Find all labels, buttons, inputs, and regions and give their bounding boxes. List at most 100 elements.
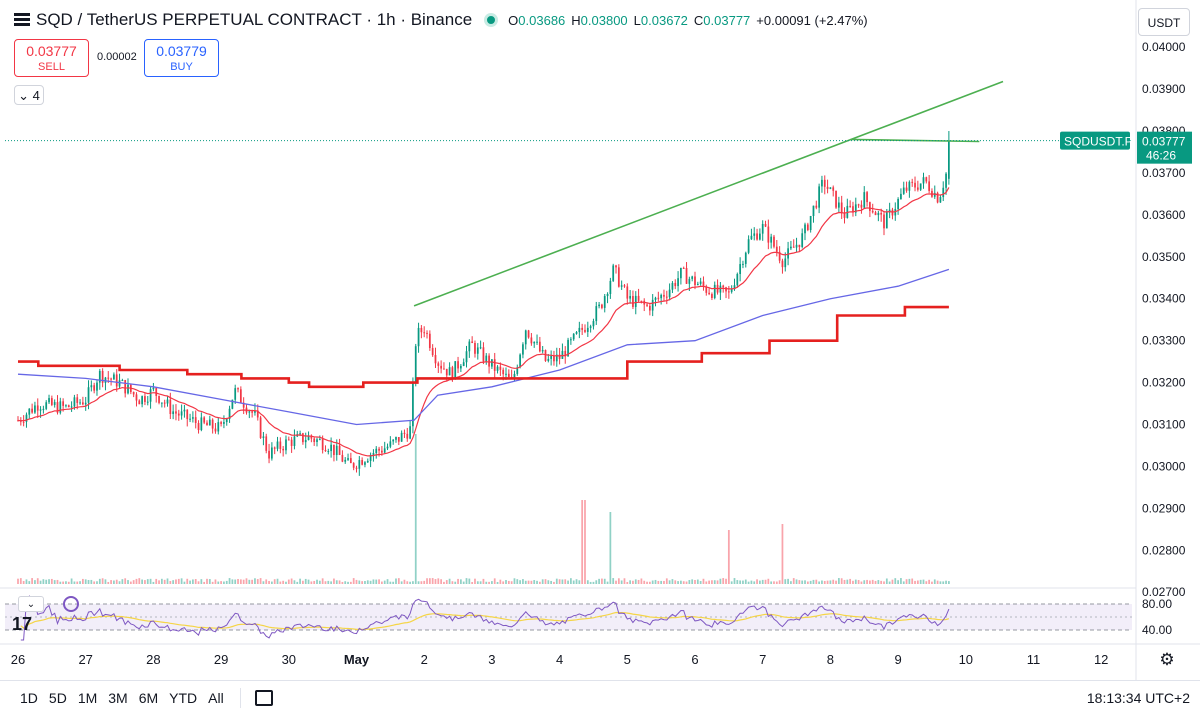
volume-bar <box>36 578 39 584</box>
trendline-upper <box>413 80 1004 307</box>
candle-body <box>922 177 925 184</box>
candle-body <box>756 233 758 240</box>
volume-bar <box>110 580 112 584</box>
candle-body <box>750 235 753 240</box>
volume-bar <box>547 580 550 584</box>
sma-line <box>17 268 950 426</box>
volume-bar <box>124 578 127 584</box>
market-status-icon[interactable] <box>484 13 499 27</box>
candle-body <box>338 445 341 455</box>
candle-body <box>248 411 251 413</box>
volume-bar <box>524 580 527 584</box>
volume-bar <box>837 578 840 584</box>
volume-bar <box>544 579 547 584</box>
volume-bar <box>914 580 916 584</box>
candle-body <box>395 437 397 440</box>
candle-body <box>558 354 561 359</box>
candle-body <box>287 439 290 441</box>
range-all[interactable]: All <box>208 689 224 706</box>
gear-icon[interactable]: ⚙ <box>1159 650 1175 669</box>
price-tick-label: 0.03200 <box>1142 376 1186 390</box>
sell-button[interactable]: 0.03777 SELL <box>14 39 89 77</box>
candle-body <box>527 330 530 338</box>
volume-bar <box>135 578 138 584</box>
price-tick-label: 0.04000 <box>1142 40 1186 54</box>
volume-bar <box>327 580 330 584</box>
volume-bar <box>448 578 451 584</box>
rsi-settings-icon[interactable] <box>63 596 79 612</box>
volume-bar <box>59 581 62 584</box>
time-tick-label: 26 <box>11 652 25 667</box>
range-3m[interactable]: 3M <box>108 689 128 706</box>
volume-bar <box>22 581 25 584</box>
volume-bar <box>617 578 620 584</box>
candle-body <box>680 267 682 279</box>
volume-bar <box>665 578 668 584</box>
volume-bar <box>852 580 854 584</box>
volume-bar <box>615 580 617 584</box>
candle-body <box>564 350 567 357</box>
volume-bar <box>138 578 141 584</box>
volume-bar <box>716 580 719 584</box>
volume-bar <box>152 581 155 584</box>
currency-select[interactable]: USDT <box>1138 8 1190 36</box>
volume-bar <box>330 581 332 584</box>
volume-bar <box>668 580 671 584</box>
candle-body <box>916 187 919 190</box>
candle-body <box>493 359 496 371</box>
volume-bar <box>93 581 96 584</box>
volume-bar <box>753 581 756 584</box>
buy-button[interactable]: 0.03779 BUY <box>144 39 219 77</box>
volume-bar <box>197 581 200 584</box>
range-1m[interactable]: 1M <box>77 689 98 706</box>
volume-bar <box>426 578 428 584</box>
volume-bar <box>854 579 857 584</box>
range-6m[interactable]: 6M <box>138 689 159 706</box>
volume-bar <box>564 579 567 584</box>
range-ytd[interactable]: YTD <box>169 689 198 706</box>
volume-bar <box>750 580 753 584</box>
candle-body <box>451 367 454 380</box>
time-tick-label: 30 <box>282 652 296 667</box>
candle-body <box>815 205 818 208</box>
volume-bar <box>744 579 747 584</box>
volume-bar <box>220 581 222 584</box>
chevron-down-icon: ⌄ <box>18 88 30 103</box>
candle-body <box>383 448 386 453</box>
collapse-pane-button[interactable]: ⌄ <box>18 596 44 612</box>
candle-body <box>719 285 722 293</box>
calendar-icon[interactable] <box>254 689 273 706</box>
candle-body <box>400 432 403 442</box>
volume-bar <box>423 580 426 584</box>
time-axis: 26 27 28 29 30 May 2 3 4 5 6 7 8 9 10 11 12 <box>11 652 1109 667</box>
range-1d[interactable]: 1D <box>20 689 38 706</box>
candle-body <box>773 236 775 247</box>
candle-body <box>304 440 307 443</box>
volume-bar <box>832 579 835 584</box>
volume-bar <box>338 580 341 584</box>
candle-body <box>203 417 206 423</box>
candle-body <box>747 239 750 253</box>
volume-bar <box>318 580 321 584</box>
candle-body <box>671 282 674 290</box>
candle-body <box>663 294 665 297</box>
volume-bar <box>355 579 358 584</box>
price-tick-label: 0.02700 <box>1142 585 1186 599</box>
volume-bar <box>428 578 431 584</box>
candle-body <box>158 395 160 403</box>
volume-bar <box>217 581 220 584</box>
indicators-toggle[interactable]: ⌄ 4 <box>14 85 44 105</box>
volume-bar <box>307 579 310 584</box>
chart-title[interactable]: SQD / TetherUS PERPETUAL CONTRACT · 1h ·… <box>36 10 473 29</box>
rsi-line <box>20 595 950 641</box>
clock[interactable]: 18:13:34 UTC+2 <box>1086 689 1190 706</box>
range-5d[interactable]: 5D <box>48 689 67 706</box>
candle-body <box>804 224 806 234</box>
volume-bar <box>420 581 423 584</box>
volume-bar <box>778 580 781 584</box>
candle-body <box>522 344 524 355</box>
candle-body <box>197 422 200 431</box>
candle-body <box>327 451 330 453</box>
volume-bar <box>699 581 702 584</box>
